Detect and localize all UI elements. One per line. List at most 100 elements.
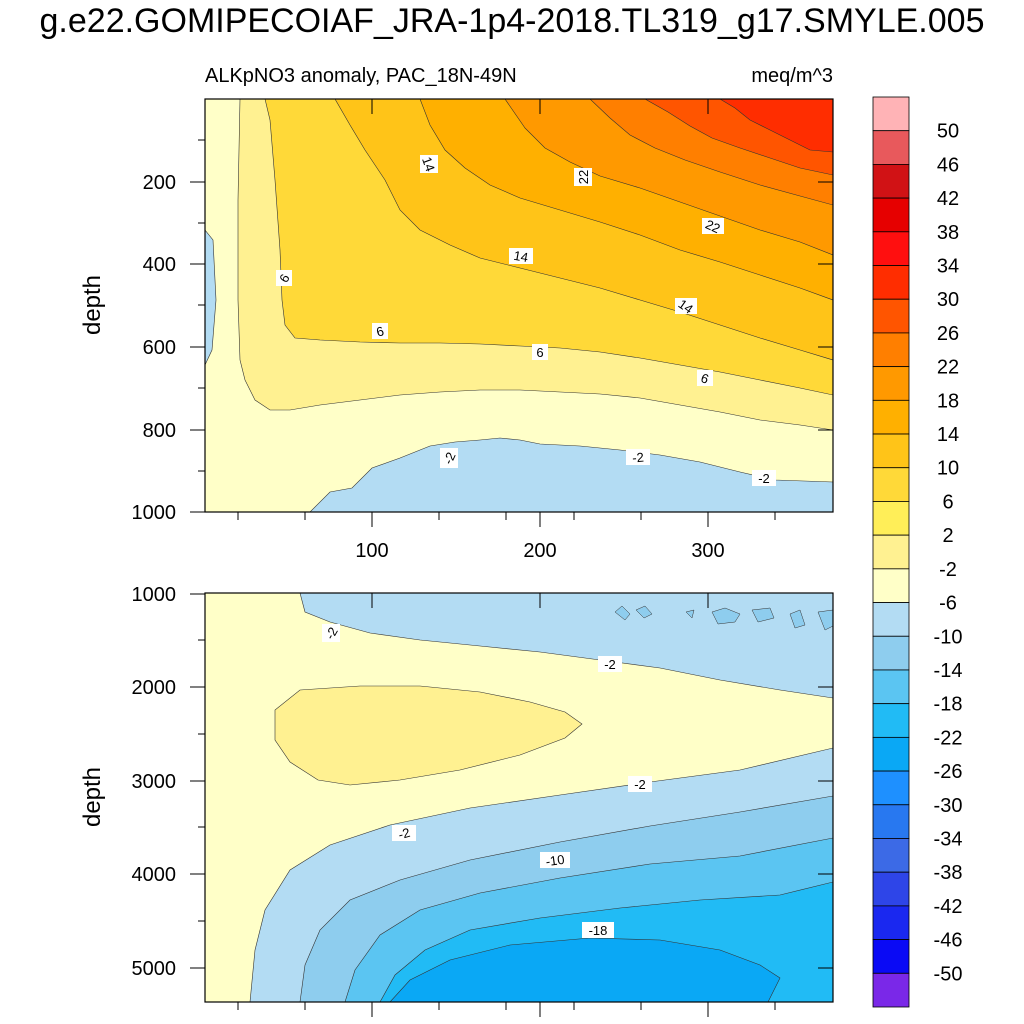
bottom-y-tick-labels: 1000 2000 3000 4000 5000 bbox=[132, 584, 177, 980]
colorbar-level-label: 6 bbox=[942, 491, 953, 513]
svg-text:1000: 1000 bbox=[132, 584, 177, 606]
top-label-m2-b: -2 bbox=[626, 449, 650, 465]
svg-text:-2: -2 bbox=[397, 825, 412, 842]
svg-text:800: 800 bbox=[143, 420, 176, 442]
bot-label-m2-d: -2 bbox=[392, 825, 416, 842]
bottom-x-ticks bbox=[237, 593, 776, 1017]
colorbar-level-label: -26 bbox=[934, 761, 963, 783]
svg-text:14: 14 bbox=[675, 296, 695, 317]
colorbar-level-label: -46 bbox=[934, 930, 963, 952]
colorbar-level-label: -38 bbox=[934, 862, 963, 884]
colorbar-swatch bbox=[872, 635, 910, 671]
top-label-22-b: 22 bbox=[702, 217, 724, 237]
colorbar-swatch bbox=[872, 770, 910, 806]
bot-fill-lower-blue-5 bbox=[389, 937, 781, 1002]
bot-label-m10: -10 bbox=[540, 852, 570, 869]
colorbar-swatch bbox=[872, 501, 910, 536]
colorbar-swatch bbox=[872, 164, 910, 199]
bottom-panel-fills bbox=[205, 593, 833, 1002]
top-label-22-a: 22 bbox=[574, 168, 592, 186]
svg-text:300: 300 bbox=[691, 540, 724, 562]
colorbar-swatch bbox=[872, 298, 910, 334]
colorbar-level-label: 30 bbox=[937, 289, 959, 311]
main-title: g.e22.GOMIPECOIAF_JRA-1p4-2018.TL319_g17… bbox=[39, 2, 985, 40]
colorbar-swatch bbox=[872, 669, 910, 705]
bot-fill-speckles bbox=[614, 605, 833, 631]
svg-text:-2: -2 bbox=[604, 657, 616, 672]
colorbar-swatch bbox=[872, 399, 910, 435]
top-label-14-c: 14 bbox=[675, 296, 697, 317]
colorbar-level-label: -22 bbox=[934, 727, 963, 749]
colorbar-level-label: 18 bbox=[937, 390, 959, 412]
colorbar-swatch bbox=[872, 366, 910, 401]
top-label-m2-a: -2 bbox=[440, 448, 459, 468]
colorbar-level-label: -50 bbox=[934, 963, 963, 985]
colorbar-level-label: -14 bbox=[934, 660, 963, 682]
svg-text:4000: 4000 bbox=[132, 864, 177, 886]
colorbar-swatch bbox=[872, 736, 910, 772]
colorbar-level-label: 22 bbox=[937, 357, 959, 379]
colorbar-level-label: -34 bbox=[934, 828, 963, 850]
colorbar-level-label: 38 bbox=[937, 222, 959, 244]
top-contour-labels: 14 22 22 6 14 14 6 6 6 -2 -2 -2 bbox=[276, 155, 776, 486]
colorbar-swatch bbox=[872, 939, 910, 974]
colorbar-swatch bbox=[872, 804, 910, 839]
colorbar-swatch bbox=[872, 197, 910, 233]
bot-fill-upper-blue bbox=[299, 593, 833, 699]
top-label-6-c: 6 bbox=[532, 344, 548, 360]
top-label-6-b: 6 bbox=[372, 323, 388, 340]
colorbar-level-label: -6 bbox=[939, 593, 957, 615]
colorbar-level-label: 50 bbox=[937, 121, 959, 143]
svg-text:22: 22 bbox=[703, 217, 722, 237]
svg-text:-2: -2 bbox=[632, 450, 645, 466]
svg-text:400: 400 bbox=[143, 254, 176, 276]
colorbar-swatch bbox=[872, 905, 910, 940]
svg-text:14: 14 bbox=[419, 155, 438, 174]
svg-text:3000: 3000 bbox=[132, 771, 177, 793]
colorbar-level-label: -2 bbox=[939, 559, 957, 581]
svg-text:600: 600 bbox=[143, 337, 176, 359]
bottom-y-ticks bbox=[190, 593, 833, 969]
svg-text:-18: -18 bbox=[589, 923, 608, 938]
top-label-m2-c: -2 bbox=[752, 470, 776, 486]
colorbar-level-label: -18 bbox=[934, 694, 963, 716]
top-label-6-a: 6 bbox=[276, 270, 293, 286]
top-panel-fills bbox=[205, 99, 833, 512]
colorbar-level-label: -10 bbox=[934, 626, 963, 648]
top-label-14-a: 14 bbox=[419, 155, 438, 174]
colorbar-swatch bbox=[872, 433, 910, 469]
colorbar-swatch bbox=[872, 265, 910, 300]
top-ylabel: depth bbox=[79, 275, 106, 335]
top-y-tick-labels: 200 400 600 800 1000 bbox=[132, 172, 177, 524]
top-fill-blue-edge bbox=[205, 229, 217, 366]
bot-label-m2-c: -2 bbox=[628, 776, 652, 792]
colorbar-swatch bbox=[872, 703, 910, 738]
colorbar-level-label: -42 bbox=[934, 896, 963, 918]
colorbar-level-label: 2 bbox=[942, 525, 953, 547]
colorbar-level-label: 42 bbox=[937, 188, 959, 210]
top-x-tick-labels: 100 200 300 bbox=[355, 540, 724, 562]
colorbar-level-label: 46 bbox=[937, 154, 959, 176]
svg-text:200: 200 bbox=[143, 172, 176, 194]
top-label-6-d: 6 bbox=[697, 370, 713, 387]
svg-text:-2: -2 bbox=[440, 450, 458, 467]
colorbar-swatch bbox=[872, 972, 910, 1008]
colorbar-level-label: 10 bbox=[937, 458, 959, 480]
bottom-ylabel: depth bbox=[79, 767, 106, 827]
colorbar-swatch bbox=[872, 467, 910, 502]
svg-text:5000: 5000 bbox=[132, 958, 177, 980]
bot-fill-2-6 bbox=[274, 685, 583, 786]
svg-text:6: 6 bbox=[699, 370, 711, 387]
colorbar-swatch bbox=[872, 871, 910, 907]
top-label-14-b: 14 bbox=[509, 248, 533, 265]
svg-text:-2: -2 bbox=[758, 471, 770, 486]
bot-label-m18: -18 bbox=[582, 922, 614, 938]
bottom-contour-labels: -2 -2 -2 -2 -10 -18 bbox=[322, 624, 652, 938]
svg-text:22: 22 bbox=[576, 170, 591, 184]
svg-text:-2: -2 bbox=[634, 777, 646, 792]
colorbar-swatch bbox=[872, 96, 910, 132]
svg-text:1000: 1000 bbox=[132, 502, 177, 524]
colorbar-level-label: -30 bbox=[934, 795, 963, 817]
colorbar-level-label: 14 bbox=[937, 424, 959, 446]
